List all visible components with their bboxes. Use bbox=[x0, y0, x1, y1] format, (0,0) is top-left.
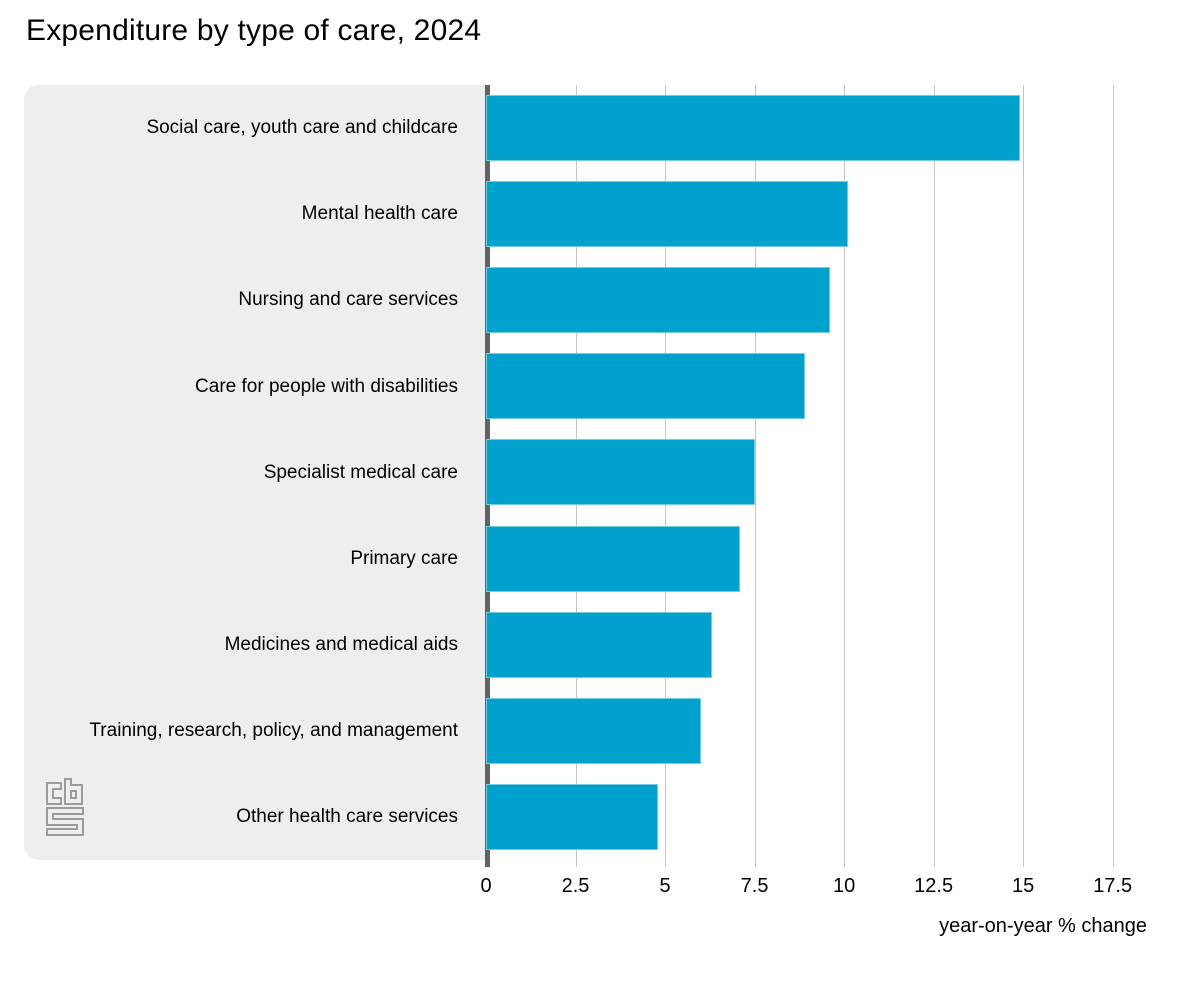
x-axis-title: year-on-year % change bbox=[939, 915, 1147, 937]
cbs-logo-letter-b-hole bbox=[70, 790, 77, 799]
bar-row bbox=[486, 602, 1161, 688]
bar bbox=[486, 95, 1020, 162]
category-label: Social care, youth care and childcare bbox=[146, 117, 458, 139]
bar bbox=[486, 525, 741, 592]
category-row: Training, research, policy, and manageme… bbox=[24, 688, 485, 774]
category-label: Medicines and medical aids bbox=[224, 633, 458, 655]
gridline bbox=[1112, 85, 1114, 867]
bar-row bbox=[486, 429, 1161, 515]
bar-row bbox=[486, 343, 1161, 429]
bar-row bbox=[486, 516, 1161, 602]
bar bbox=[486, 353, 805, 420]
x-tick-label: 5 bbox=[659, 875, 671, 897]
cbs-logo-letter-c bbox=[46, 782, 62, 805]
gridline bbox=[844, 85, 846, 867]
x-tick-label: 15 bbox=[1012, 875, 1035, 897]
bar bbox=[486, 697, 701, 764]
bar-row bbox=[486, 774, 1161, 860]
category-label: Primary care bbox=[350, 547, 458, 569]
bar-row bbox=[486, 257, 1161, 343]
gridline bbox=[1023, 85, 1025, 867]
category-row: Other health care services bbox=[24, 774, 485, 860]
cbs-logo-letter-b bbox=[64, 778, 83, 805]
category-label-panel bbox=[24, 85, 485, 860]
bar bbox=[486, 439, 755, 506]
bar-chart: Social care, youth care and childcare Men… bbox=[24, 85, 1161, 937]
bar-row bbox=[486, 688, 1161, 774]
category-label: Other health care services bbox=[236, 806, 458, 828]
category-row: Mental health care bbox=[24, 171, 485, 257]
plot-area bbox=[486, 85, 1161, 867]
category-label: Training, research, policy, and manageme… bbox=[89, 720, 458, 741]
gridline bbox=[754, 85, 756, 867]
x-tick-label: 17.5 bbox=[1093, 875, 1133, 897]
x-tick-label: 7.5 bbox=[740, 875, 769, 897]
category-labels: Social care, youth care and childcare Men… bbox=[24, 85, 485, 860]
chart-title: Expenditure by type of care, 2024 bbox=[26, 14, 482, 47]
category-row: Social care, youth care and childcare bbox=[24, 85, 485, 171]
category-row: Care for people with disabilities bbox=[24, 343, 485, 429]
bar-row bbox=[486, 85, 1161, 171]
category-label: Care for people with disabilities bbox=[195, 375, 458, 397]
bar bbox=[486, 181, 848, 248]
cbs-logo-letter-s bbox=[46, 807, 84, 836]
x-tick-label: 12.5 bbox=[914, 875, 954, 897]
bar bbox=[486, 611, 712, 678]
gridline bbox=[933, 85, 935, 867]
x-tick-label: 0 bbox=[480, 875, 492, 897]
bar-series bbox=[486, 85, 1161, 860]
cbs-logo bbox=[46, 778, 84, 836]
category-label: Nursing and care services bbox=[238, 289, 458, 311]
category-row: Specialist medical care bbox=[24, 429, 485, 515]
category-row: Nursing and care services bbox=[24, 257, 485, 343]
bar bbox=[486, 267, 830, 334]
x-tick-label: 2.5 bbox=[561, 875, 590, 897]
bar bbox=[486, 783, 658, 850]
category-label: Mental health care bbox=[301, 203, 458, 225]
category-row: Primary care bbox=[24, 516, 485, 602]
x-axis-ticks: 0 2.5 5 7.5 10 12.5 15 17.5 bbox=[480, 875, 1161, 903]
bar-row bbox=[486, 171, 1161, 257]
x-tick-label: 10 bbox=[832, 875, 856, 897]
category-label: Specialist medical care bbox=[263, 461, 458, 483]
category-row: Medicines and medical aids bbox=[24, 602, 485, 688]
